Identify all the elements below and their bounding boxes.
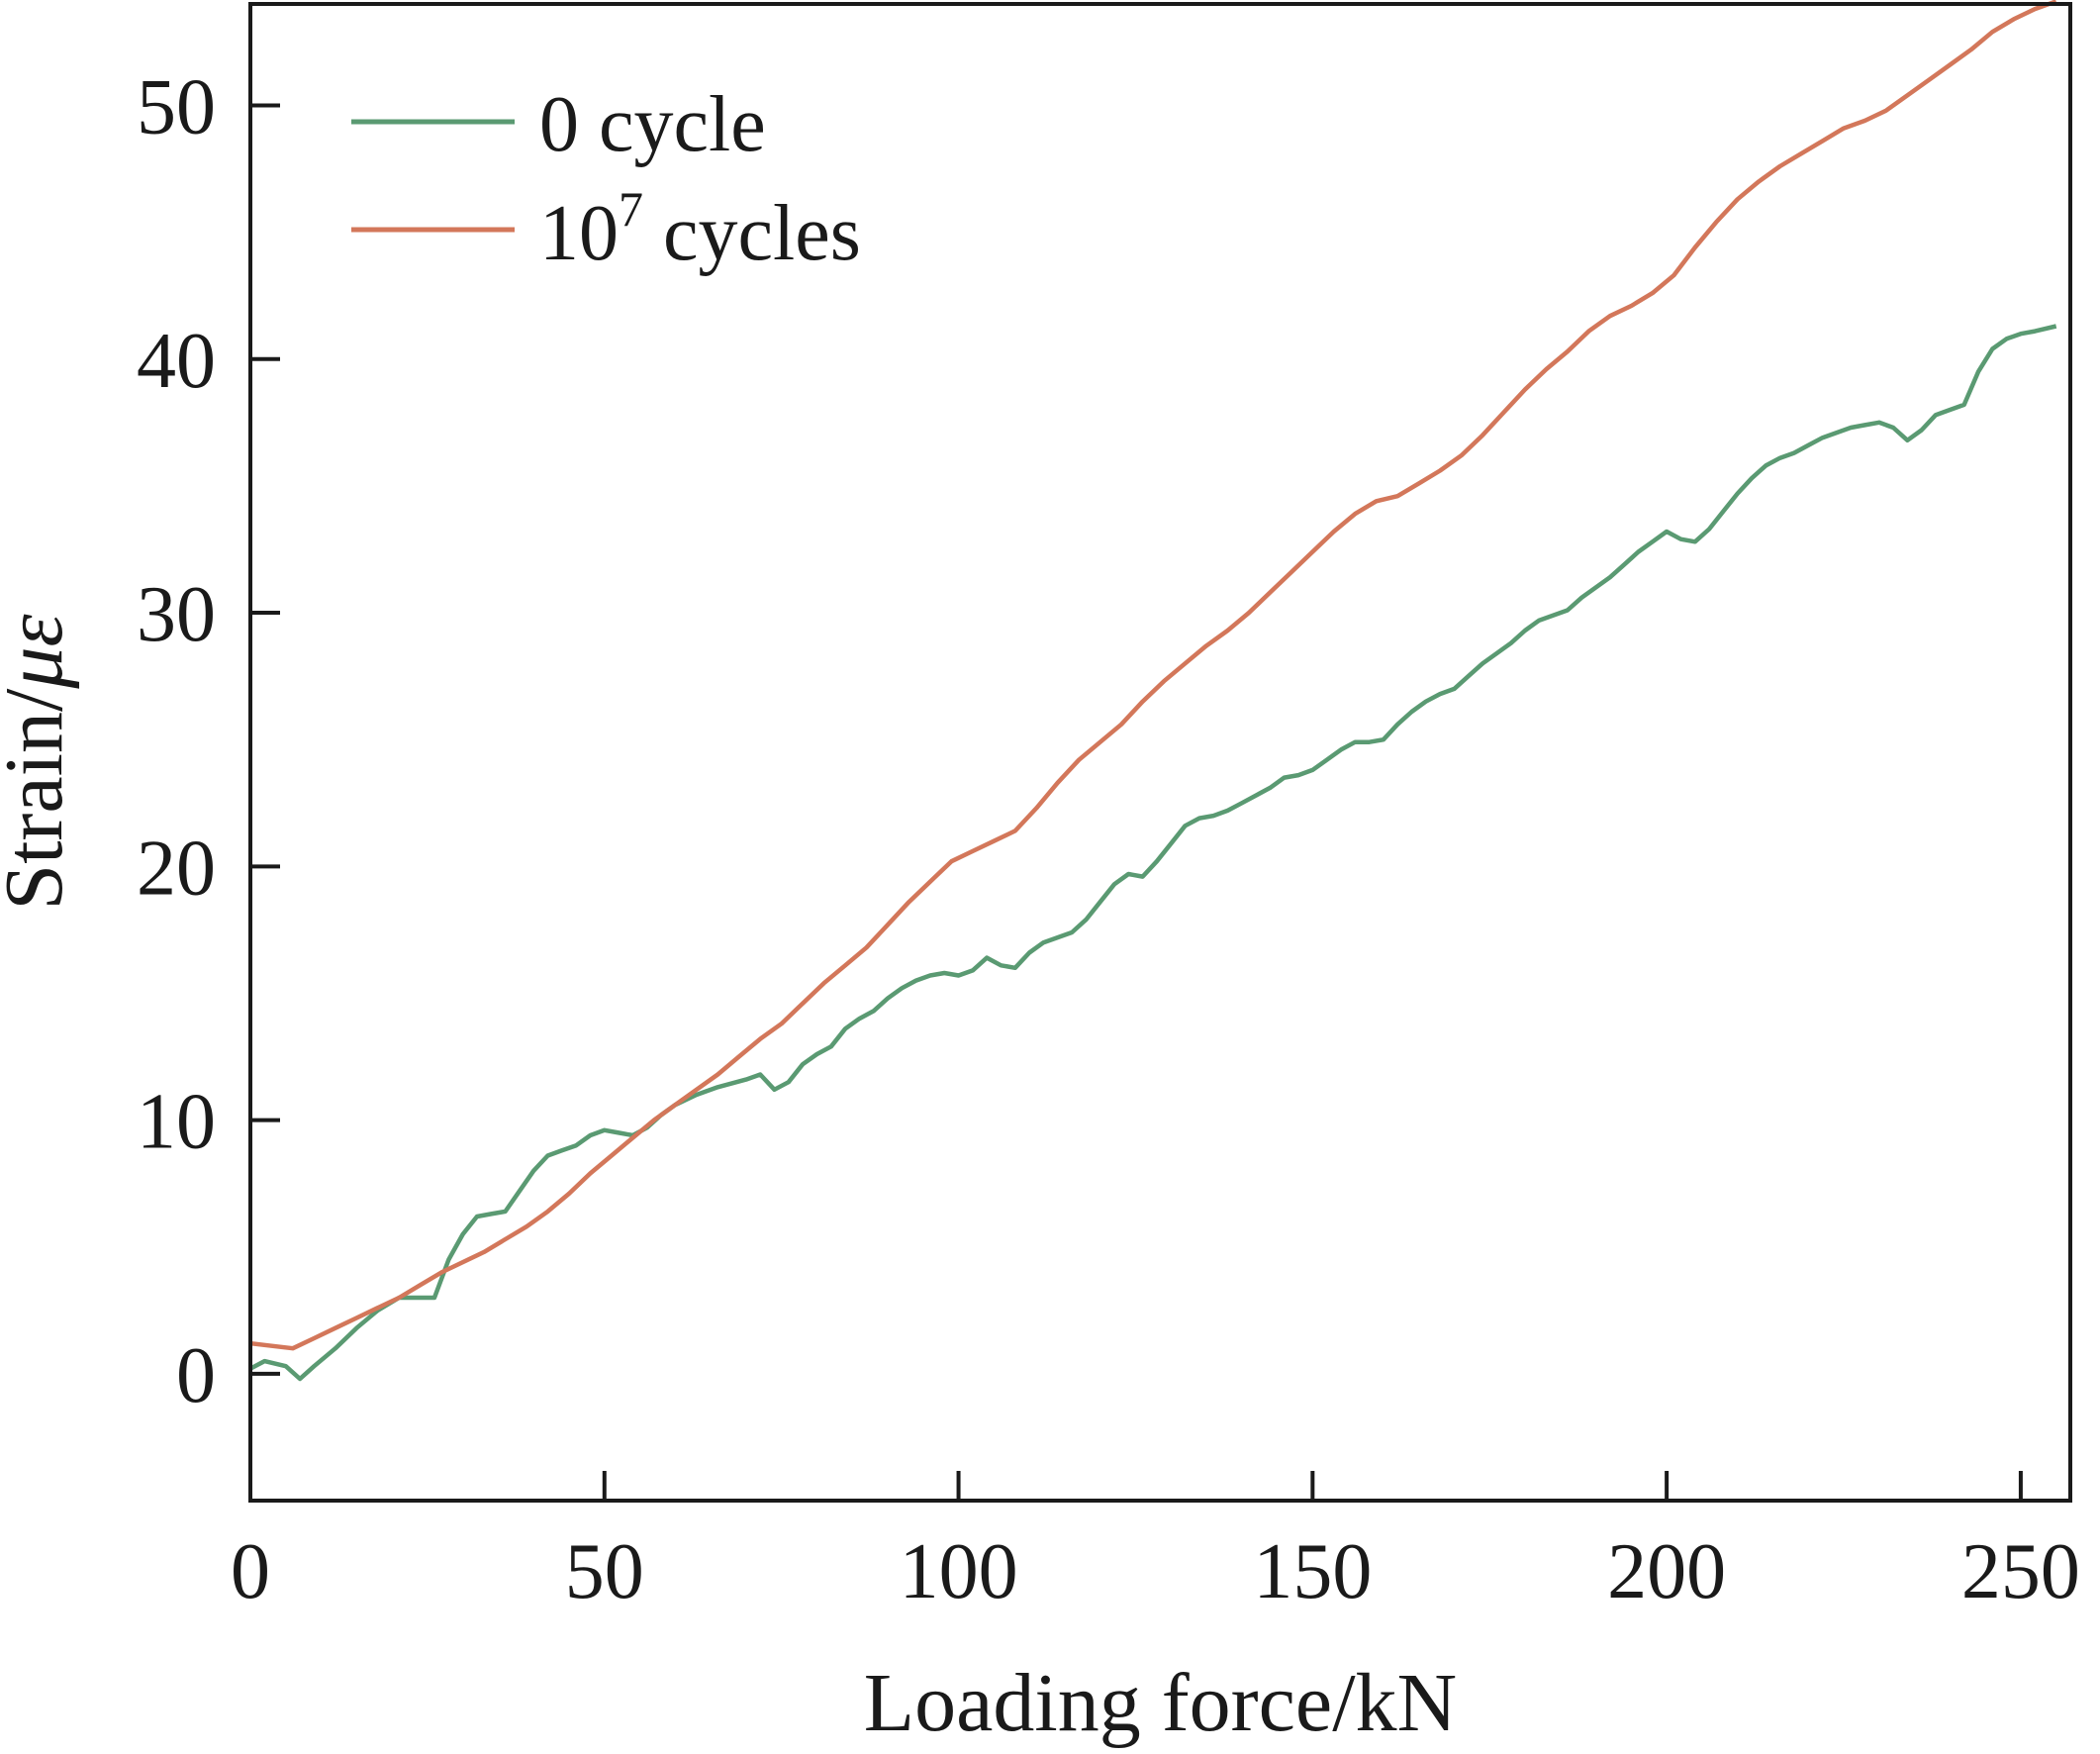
legend: 0 cycle 107 cycles (351, 81, 861, 277)
legend-label-superscript: 7 (619, 181, 643, 237)
legend-label-rest: cycles (643, 190, 861, 277)
x-axis-title: Loading force/kN (864, 1657, 1457, 1749)
y-tick-label: 0 (176, 1332, 216, 1419)
legend-label-0-cycle: 0 cycle (539, 81, 766, 168)
x-tick-label: 0 (231, 1528, 270, 1615)
x-tick-label: 50 (565, 1528, 644, 1615)
legend-label-10e7-cycles: 107 cycles (539, 181, 861, 277)
y-axis: 0 10 20 30 40 50 (137, 64, 280, 1419)
legend-label-base: 10 (539, 190, 619, 277)
plot-frame (248, 2, 2072, 1503)
y-axis-title: Strain/με (0, 613, 80, 910)
x-tick-label: 100 (900, 1528, 1018, 1615)
x-tick-label: 250 (1961, 1528, 2080, 1615)
y-tick-label: 30 (137, 571, 216, 658)
x-tick-label: 200 (1607, 1528, 1726, 1615)
y-tick-label: 10 (137, 1079, 216, 1166)
y-tick-label: 50 (137, 64, 216, 151)
series-line-1 (249, 0, 2057, 1351)
y-axis-title-unit: με (0, 613, 80, 689)
y-tick-label: 20 (137, 825, 216, 912)
y-axis-title-main: Strain/ (0, 688, 80, 911)
y-tick-label: 40 (137, 318, 216, 405)
series-line-0 (248, 324, 2057, 1382)
x-axis: 0 50 100 150 200 250 (231, 1471, 2080, 1615)
series-lines (248, 0, 2057, 1382)
x-tick-label: 150 (1253, 1528, 1372, 1615)
